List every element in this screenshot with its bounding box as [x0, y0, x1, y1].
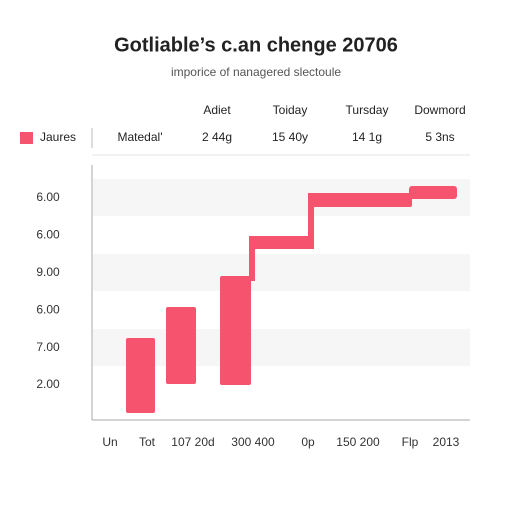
title: Gotliable’s c.an chenge 20706 [114, 34, 398, 56]
y-tick-label: 2.00 [36, 377, 60, 391]
bar [220, 276, 251, 385]
bar [166, 307, 196, 384]
y-tick-label: 9.00 [36, 265, 60, 279]
cell: 14 1g [352, 130, 382, 144]
x-tick-label: 107 20d [171, 435, 214, 449]
x-tick-label: 150 200 [336, 435, 380, 449]
x-tick-label: Tot [139, 435, 156, 449]
y-tick-label: 6.00 [36, 228, 60, 242]
column-header: Toiday [273, 103, 308, 117]
x-tick-label: Flp [402, 435, 419, 449]
step [308, 193, 412, 207]
bars [126, 186, 457, 413]
step-connector [249, 236, 255, 281]
band [93, 329, 470, 366]
x-tick-label: 2013 [433, 435, 460, 449]
x-tick-label: 0p [301, 435, 315, 449]
x-tick-label: 300 400 [231, 435, 275, 449]
subtitle: imporice of nanagered slectoule [171, 65, 341, 79]
step [409, 186, 457, 199]
cell: 2 44g [202, 130, 232, 144]
legend-swatch [20, 132, 33, 144]
x-tick-label: Un [102, 435, 117, 449]
step-connector [308, 193, 314, 249]
legend-label: Jaures [40, 130, 76, 144]
y-tick-label: 7.00 [36, 340, 60, 354]
column-header: Tursday [346, 103, 389, 117]
cell: Matedal' [118, 130, 163, 144]
y-tick-label: 6.00 [36, 302, 60, 316]
y-tick-label: 6.00 [36, 190, 60, 204]
column-header: Adiet [203, 103, 231, 117]
cell: 15 40y [272, 130, 308, 144]
bar [126, 338, 155, 413]
plot-background [93, 179, 470, 366]
column-header: Dowmord [414, 103, 465, 117]
step [249, 236, 311, 249]
band [93, 254, 470, 291]
cell: 5 3ns [425, 130, 454, 144]
